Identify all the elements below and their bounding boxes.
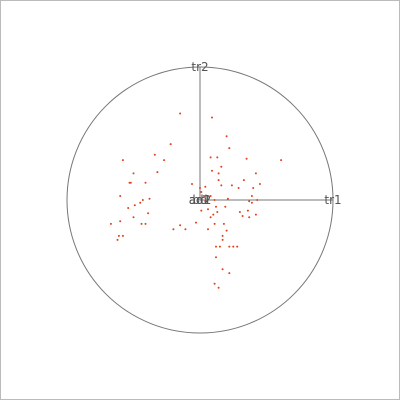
scatter-point	[117, 239, 119, 241]
scatter-point	[248, 216, 250, 218]
scatter-point	[251, 195, 253, 197]
scatter-point	[211, 170, 213, 172]
scatter-point	[154, 154, 156, 156]
scatter-point	[210, 156, 212, 158]
scatter-point	[224, 206, 226, 208]
scatter-point	[145, 182, 147, 184]
scatter-point	[223, 223, 225, 225]
scatter-point	[238, 187, 240, 189]
scatter-point	[207, 228, 209, 230]
scatter-point	[118, 235, 120, 237]
scatter-point	[219, 246, 221, 248]
scatter-point	[210, 216, 212, 218]
scatter-point	[214, 223, 216, 225]
scatter-point	[141, 223, 143, 225]
scatter-point	[163, 159, 165, 161]
tr1-axis-label: tr1	[324, 193, 341, 207]
scatter-point	[215, 246, 217, 248]
scatter-point	[119, 220, 121, 222]
scatter-point	[220, 184, 222, 186]
scatter-point	[222, 239, 224, 241]
scatter-point	[259, 183, 261, 185]
scatter-point	[226, 135, 228, 137]
scatter-point	[199, 187, 201, 189]
scatter-point	[127, 207, 129, 209]
scatter-point	[119, 195, 121, 197]
scatter-point	[220, 166, 222, 168]
scatter-point	[228, 147, 230, 149]
scatter-point	[251, 202, 253, 204]
scatter-point	[236, 246, 238, 248]
scatter-point	[215, 206, 217, 208]
scatter-point	[179, 113, 181, 115]
scatter-point	[232, 246, 234, 248]
scatter-point	[226, 230, 228, 232]
scatter-point	[149, 198, 151, 200]
scatter-point	[195, 222, 197, 224]
scatter-point	[216, 211, 218, 213]
scatter-point	[122, 235, 124, 237]
scatter-point	[170, 143, 172, 145]
scatter-point	[142, 199, 144, 201]
scatter-point	[222, 268, 224, 270]
scatter-point	[212, 214, 214, 216]
scatter-point	[247, 210, 249, 212]
scatter-point	[252, 187, 254, 189]
scatter-point	[231, 184, 233, 186]
scatter-point	[172, 228, 174, 230]
scatter-point	[133, 172, 135, 174]
scatter-point	[145, 223, 147, 225]
scatter-point	[248, 200, 250, 202]
scatter-point	[184, 228, 186, 230]
scatter-point	[239, 211, 241, 213]
scatter-point	[222, 235, 224, 237]
scatter-point	[228, 272, 230, 274]
scatter-point	[246, 158, 248, 160]
scatter-point	[200, 210, 202, 212]
scatter-point	[256, 199, 258, 201]
scatter-point	[147, 212, 149, 214]
tr2-axis-label: tr2	[191, 60, 208, 74]
scatter-point	[218, 287, 220, 289]
scatter-point	[179, 224, 181, 226]
scatter-point	[243, 179, 245, 181]
scatter-point	[228, 246, 230, 248]
center-label-2: ad1	[189, 193, 212, 207]
scatter-point	[227, 198, 229, 200]
scatter-point	[280, 159, 282, 161]
scatter-point	[204, 186, 206, 188]
scatter-point	[214, 283, 216, 285]
scatter-point	[214, 199, 216, 201]
scatter-point	[242, 215, 244, 217]
scatter-point	[156, 171, 158, 173]
scatter-point	[133, 216, 135, 218]
scatter-point	[110, 223, 112, 225]
scatter-point	[218, 179, 220, 181]
scatter-point	[216, 156, 218, 158]
scatter-point	[191, 183, 193, 185]
scatter-point	[207, 208, 209, 210]
scatter-point	[215, 256, 217, 258]
scatter-point	[122, 159, 124, 161]
scatter-point	[129, 182, 131, 184]
scatter-point	[255, 172, 257, 174]
scatter-point	[139, 202, 141, 204]
scatter-point	[218, 172, 220, 174]
scatter-point	[211, 117, 213, 119]
scatter-point	[255, 214, 257, 216]
scatter-point	[134, 204, 136, 206]
